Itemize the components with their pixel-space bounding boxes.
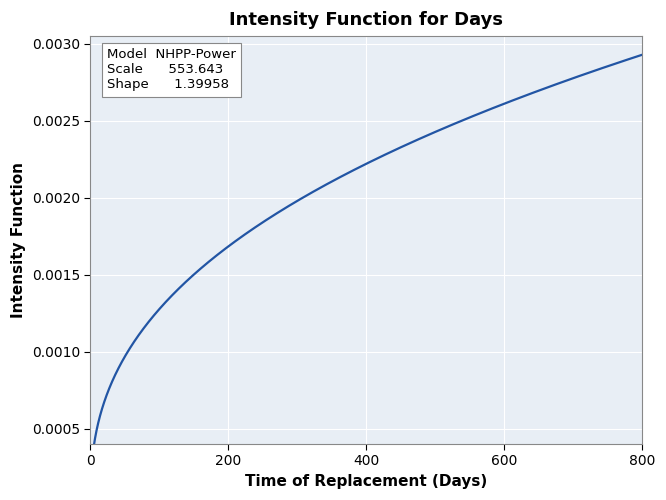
Y-axis label: Intensity Function: Intensity Function <box>11 162 26 318</box>
Text: Model  NHPP-Power
Scale      553.643
Shape      1.39958: Model NHPP-Power Scale 553.643 Shape 1.3… <box>107 48 236 92</box>
Title: Intensity Function for Days: Intensity Function for Days <box>229 11 503 29</box>
X-axis label: Time of Replacement (Days): Time of Replacement (Days) <box>245 474 487 489</box>
